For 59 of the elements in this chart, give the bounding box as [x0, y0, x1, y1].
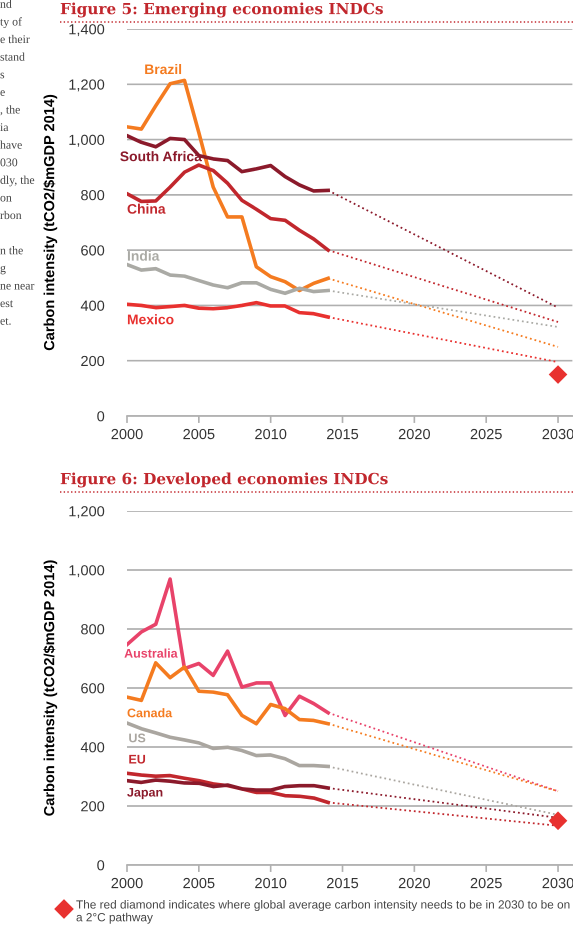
y-tick-label: 600 — [81, 683, 104, 694]
text: , the — [0, 105, 20, 116]
y-tick-label: 200 — [81, 801, 104, 812]
y-tick-label: 1,000 — [69, 134, 104, 147]
y-tick-label: 0 — [97, 411, 104, 422]
x-tick-label: 2020 — [398, 428, 430, 440]
series-label: US — [129, 734, 146, 742]
x-tick-label: 2010 — [255, 428, 286, 440]
y-tick-label: 1,200 — [69, 79, 104, 92]
y-axis-title: Carbon intensity (tCO2/$mGDP 2014) — [43, 94, 58, 350]
x-tick-label: 2000 — [112, 878, 143, 888]
series-label: Canada — [128, 708, 172, 718]
text: e — [0, 90, 5, 96]
text: et. — [0, 318, 11, 325]
x-tick-label: 2015 — [327, 428, 358, 440]
series-label: Mexico — [128, 314, 174, 324]
series-label: Japan — [127, 788, 162, 800]
y-axis-title: Carbon intensity (tCO2/$mGDP 2014) — [43, 560, 58, 816]
text: est — [0, 300, 14, 308]
x-tick-label: 2005 — [183, 878, 214, 888]
y-tick-label: 1,400 — [69, 24, 104, 36]
text: ia — [0, 123, 8, 132]
y-tick-label: 200 — [81, 356, 104, 366]
y-tick-label: 800 — [81, 624, 104, 634]
y-tick-label: 800 — [81, 190, 104, 200]
x-tick-label: 2025 — [470, 428, 502, 440]
text: on — [0, 196, 12, 202]
text: e their — [0, 34, 30, 44]
text: The red diamond indicates where global average carbon intensity needs to be in 2030 to be on a 2°C pathway — [76, 900, 570, 924]
text: n the — [0, 246, 23, 254]
y-tick-label: 0 — [97, 860, 104, 870]
series-label: EU — [129, 754, 146, 764]
text: s — [0, 72, 4, 78]
y-tick-label: 400 — [80, 300, 104, 311]
y-tick-label: 400 — [80, 742, 104, 752]
chart-title: Figure 5: Emerging economies INDCs — [60, 2, 383, 18]
x-tick-label: 2010 — [255, 878, 286, 888]
text: g — [0, 266, 6, 274]
series-label: Brazil — [145, 64, 182, 74]
text: rbon — [0, 210, 22, 220]
y-tick-label: 600 — [81, 245, 104, 256]
y-tick-label: 1,200 — [69, 506, 104, 518]
text: stand — [0, 52, 25, 61]
x-tick-label: 2005 — [183, 428, 214, 440]
x-tick-label: 2025 — [470, 878, 502, 888]
chart-title: Figure 6: Developed economies INDCs — [60, 472, 388, 488]
series-label: India — [128, 250, 160, 261]
series-label: China — [128, 204, 166, 214]
x-tick-label: 2000 — [112, 428, 143, 440]
text: nd — [0, 0, 12, 8]
x-tick-label: 2020 — [398, 878, 430, 888]
text: dly, the — [0, 176, 34, 186]
y-tick-label: 1,000 — [69, 565, 104, 578]
text: ne near — [0, 284, 34, 290]
series-label: Australia — [124, 648, 178, 658]
text: ty of — [0, 17, 22, 28]
text: 030 — [0, 158, 18, 166]
text: have — [0, 140, 22, 149]
x-tick-label: 2015 — [327, 878, 358, 888]
